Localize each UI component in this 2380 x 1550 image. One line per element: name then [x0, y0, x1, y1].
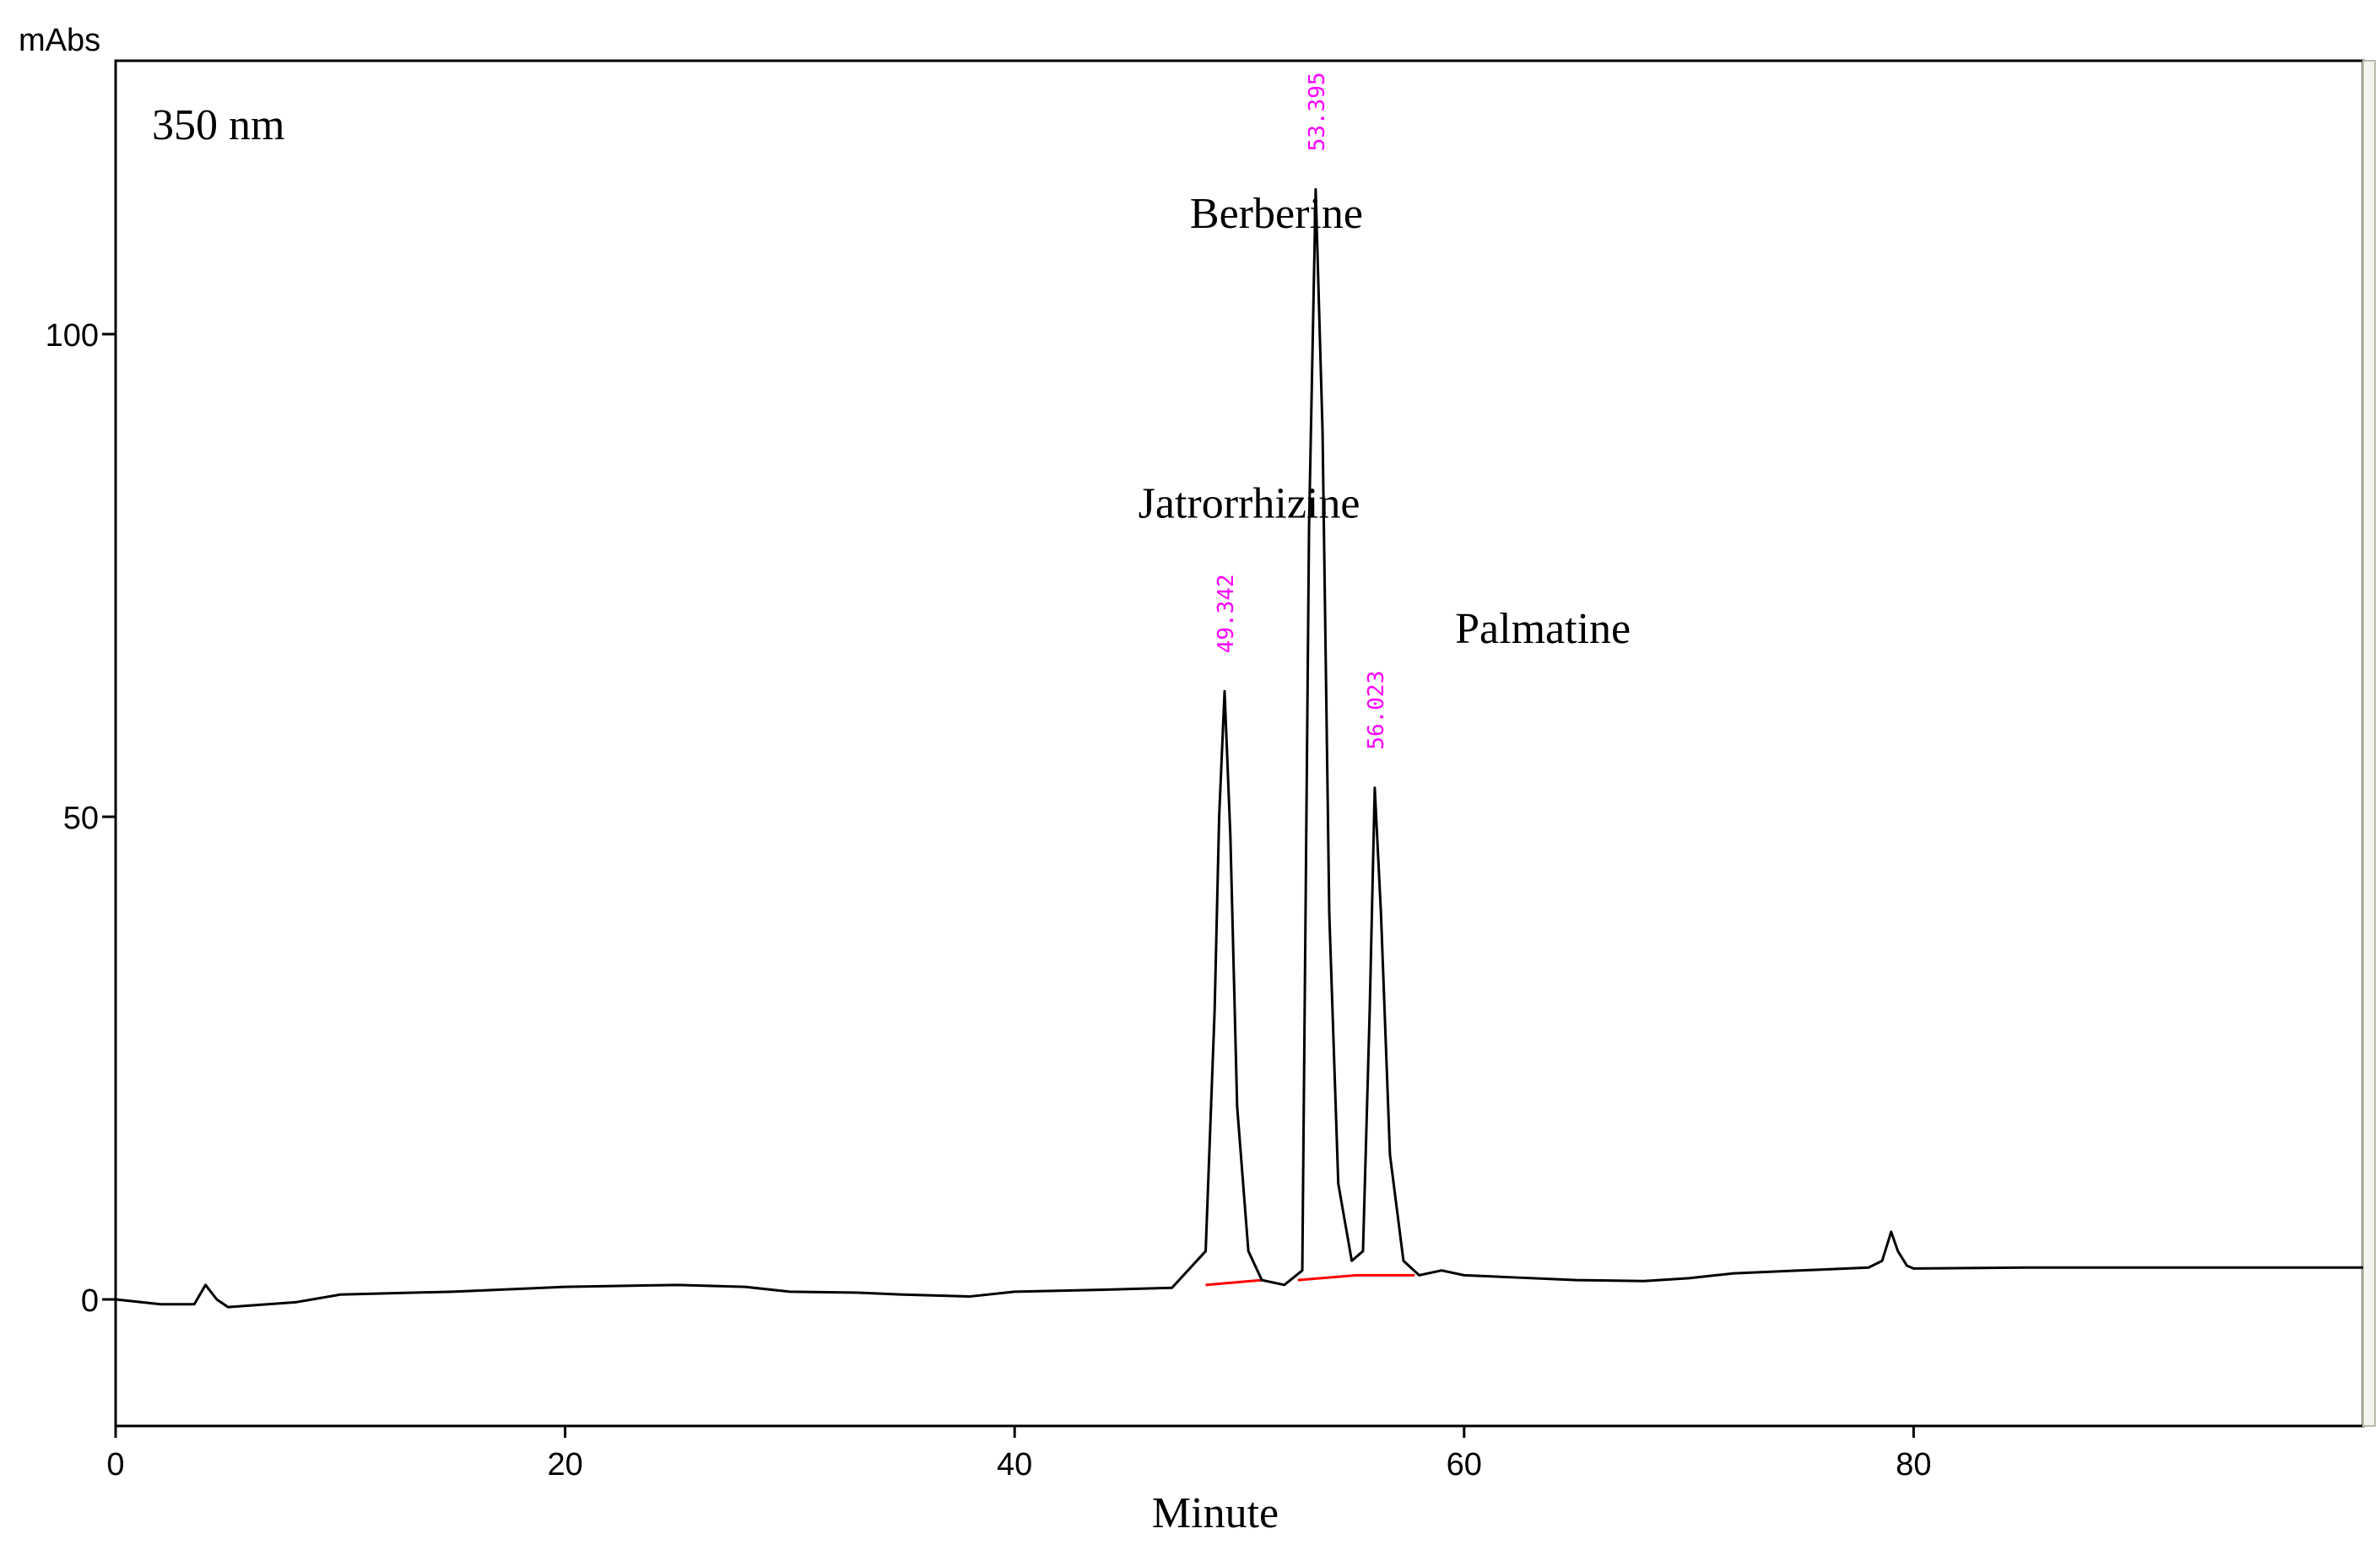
baseline-segment — [1297, 1273, 1357, 1282]
retention-time-label: 49.342 — [1214, 574, 1239, 653]
integration-baselines — [1205, 1273, 1415, 1287]
axis-ticks — [102, 332, 1915, 1438]
y-axis-label: mAbs — [19, 23, 100, 58]
series-line — [115, 187, 2363, 1309]
x-tick-label: 0 — [106, 1447, 124, 1482]
y-tick-label: 50 — [63, 801, 99, 836]
right-scrollbar[interactable] — [2362, 60, 2376, 1427]
peak-label: Palmatine — [1455, 605, 1631, 653]
peak-label: Jatrorrhizine — [1139, 479, 1360, 527]
x-tick-label: 80 — [1896, 1447, 1931, 1482]
x-tick-label: 40 — [997, 1447, 1032, 1482]
chromatogram-series — [115, 187, 2363, 1309]
y-tick-label: 100 — [46, 318, 99, 354]
axis-tick-labels: 0 20 40 60 80 0 50 100 — [46, 318, 1932, 1482]
baseline-segment — [1205, 1278, 1263, 1287]
x-tick-label: 20 — [547, 1447, 582, 1482]
peak-annotations: Jatrorrhizine Berberine Palmatine — [1139, 190, 1631, 653]
x-tick-label: 60 — [1447, 1447, 1482, 1482]
y-tick-label: 0 — [81, 1283, 99, 1319]
x-axis-label: Minute — [1152, 1489, 1279, 1537]
retention-time-label: 56.023 — [1364, 671, 1389, 750]
peak-label: Berberine — [1190, 190, 1363, 238]
retention-time-labels: 49.342 53.395 56.023 — [1214, 72, 1389, 749]
wavelength-label: 350 nm — [152, 101, 284, 149]
retention-time-label: 53.395 — [1305, 72, 1330, 151]
